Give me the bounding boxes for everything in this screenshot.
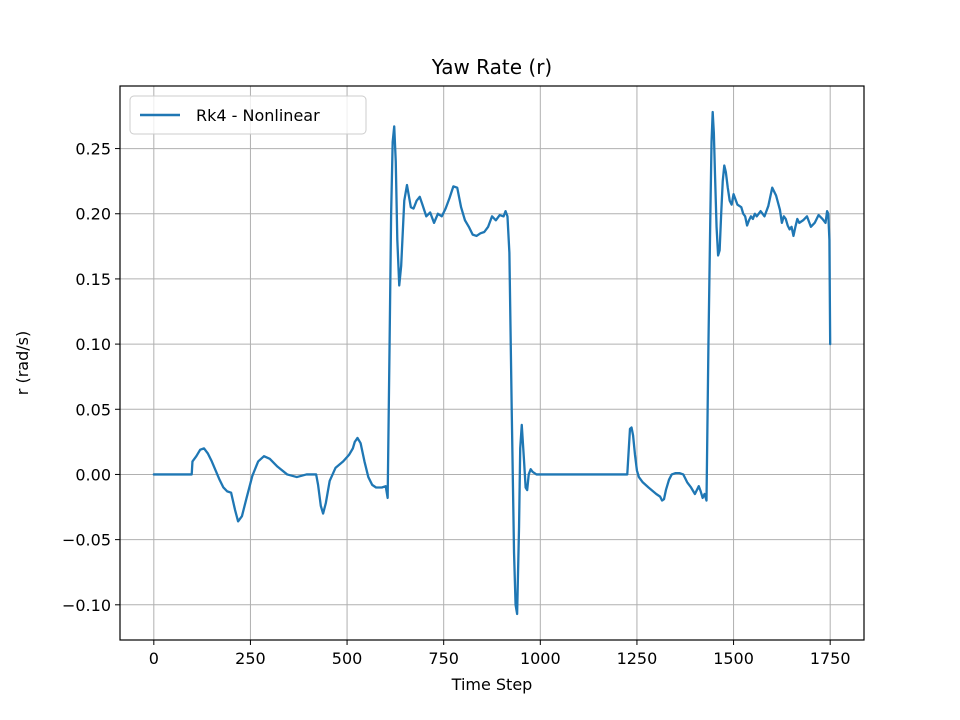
legend-box [129,95,367,135]
x-tick-label: 500 [332,649,363,668]
y-tick-label: 0.00 [75,465,111,484]
y-tick-label: 0.15 [75,270,111,289]
x-tick-label: 0 [149,649,159,668]
x-axis: 0 250 500 750 1000 1250 1500 1750 [149,640,851,668]
y-tick-label: 0.20 [75,205,111,224]
chart-title: Yaw Rate (r) [431,55,552,79]
y-axis: −0.10 −0.05 0.00 0.05 0.10 0.15 0.20 0.25 [62,140,120,615]
x-tick-label: 750 [428,649,459,668]
y-tick-label: −0.10 [62,596,111,615]
y-tick-label: −0.05 [62,531,111,550]
x-tick-label: 1500 [713,649,754,668]
x-tick-label: 250 [235,649,266,668]
x-tick-label: 1250 [617,649,658,668]
y-tick-label: 0.10 [75,335,111,354]
plot-frame [119,85,865,641]
y-tick-label: 0.25 [75,140,111,159]
grid-lines [120,86,864,640]
series-layer [152,110,832,616]
x-axis-label: Time Step [451,675,533,694]
legend: Rk4 - Nonlinear [129,95,367,135]
x-tick-label: 1750 [810,649,851,668]
y-axis-label: r (rad/s) [13,331,32,395]
y-tick-label: 0.05 [75,400,111,419]
x-tick-label: 1000 [520,649,561,668]
legend-label: Rk4 - Nonlinear [196,106,320,125]
series-line-0 [152,110,832,616]
